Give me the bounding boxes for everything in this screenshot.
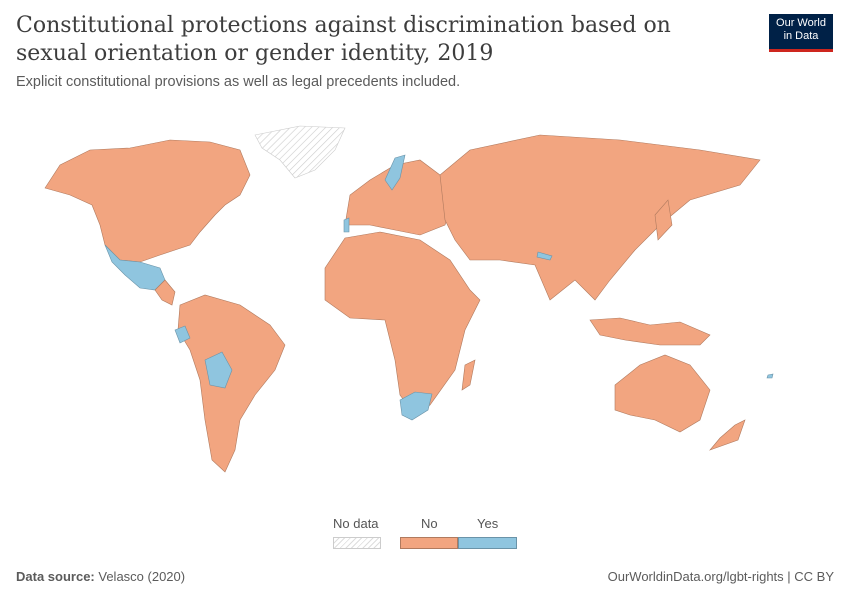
country-portugal[interactable] [343,217,350,233]
legend-swatch-no[interactable] [400,537,458,549]
country-new-zealand[interactable] [709,419,746,451]
region-africa[interactable] [324,231,481,416]
source-url-link[interactable]: OurWorldinData.org/lgbt-rights | CC BY [607,569,834,584]
owid-logo[interactable]: Our World in Data [769,14,833,52]
legend-label-no: No [421,516,438,531]
logo-line2: in Data [783,30,819,42]
region-south-america[interactable] [177,294,286,473]
chart-title: Constitutional protections against discr… [16,13,671,66]
country-south-africa[interactable] [399,391,433,421]
region-north-america[interactable] [44,139,251,263]
country-ecuador[interactable] [174,325,191,344]
world-map [44,125,774,473]
country-sweden[interactable] [384,154,406,191]
country-australia[interactable] [614,354,711,433]
source-label: Data source: [16,569,95,584]
region-central-america[interactable] [154,279,176,306]
country-japan[interactable] [654,199,673,241]
chart-subtitle: Explicit constitutional provisions as we… [16,74,461,90]
country-madagascar[interactable] [461,359,476,391]
data-source: Data source: Velasco (2020) [16,569,185,584]
logo-line1: Our World [776,17,826,29]
country-nepal[interactable] [536,251,553,261]
country-bolivia[interactable] [204,351,233,389]
legend-label-yes: Yes [477,516,499,531]
source-value: Velasco (2020) [98,569,186,584]
legend-swatch-no-data[interactable] [333,537,381,549]
region-asia[interactable] [439,134,761,301]
legend-swatch-yes[interactable] [458,537,517,549]
country-greenland[interactable] [254,125,346,179]
legend-label-no-data: No data [333,516,379,531]
country-fiji[interactable] [766,373,774,379]
region-indonesia[interactable] [589,317,711,346]
